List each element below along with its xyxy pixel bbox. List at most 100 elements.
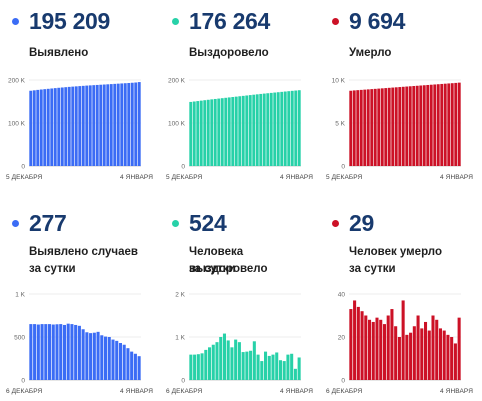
recovered-bar — [255, 94, 259, 166]
detected-bar — [67, 86, 71, 166]
detected-bar — [39, 89, 43, 166]
deaths-dot-icon — [332, 18, 339, 25]
daily-deaths-bar — [397, 337, 401, 380]
deaths-bar — [398, 87, 402, 166]
daily-recovered-bar — [234, 339, 238, 380]
recovered-bar — [220, 98, 224, 166]
deaths-bar — [405, 86, 409, 166]
daily-deaths-bar — [453, 343, 457, 380]
deaths-bar — [377, 88, 381, 166]
daily-detected-bar — [59, 324, 63, 380]
daily-recovered-bar — [245, 351, 249, 380]
recovered-total-label: Выздоровело — [189, 47, 269, 59]
recovered-bar — [248, 95, 252, 166]
detected-total-label: Выявлено — [29, 47, 89, 59]
daily-detected-bar — [85, 332, 89, 380]
daily-deaths-dot-icon — [332, 220, 339, 227]
daily-recovered-bar — [237, 342, 241, 380]
daily-recovered-chart: 0 1 K 2 K 6 ДЕКАБРЯ 4 ЯНВАРЯ — [166, 291, 313, 395]
daily-deaths-bar — [394, 326, 398, 380]
daily-deaths-label-line2: за сутки — [349, 263, 396, 275]
daily-recovered-bar — [196, 354, 200, 380]
recovered-bar — [203, 100, 207, 166]
daily-recovered-bar — [226, 340, 230, 380]
daily-deaths-bar — [412, 326, 416, 380]
daily-recovered-y-tick-label: 2 K — [175, 291, 185, 298]
daily-deaths-bar — [457, 317, 461, 380]
daily-recovered-bar — [290, 353, 294, 380]
daily-deaths-chart: 0 20 40 6 ДЕКАБРЯ 4 ЯНВАРЯ — [326, 291, 473, 395]
detected-bar — [53, 88, 57, 166]
daily-recovered-label-line2: за сутки — [189, 263, 236, 275]
daily-detected-label-line1: Выявлено случаев — [29, 246, 138, 258]
daily-deaths-bar — [420, 328, 424, 380]
recovered-x-end-label: 4 ЯНВАРЯ — [280, 174, 313, 181]
daily-deaths-bar — [379, 319, 383, 380]
daily-recovered-bar — [249, 350, 253, 380]
deaths-bar — [440, 83, 444, 166]
recovered-y-tick-label: 0 — [181, 163, 185, 170]
detected-dot-icon — [12, 18, 19, 25]
daily-recovered-bar — [260, 361, 264, 380]
recovered-bar — [192, 101, 196, 166]
daily-deaths-label-line1: Человек умерло — [349, 246, 442, 258]
daily-recovered-dot-icon — [172, 220, 179, 227]
daily-deaths-bar — [405, 334, 409, 380]
deaths-bar — [373, 88, 377, 166]
recovered-bar — [262, 93, 266, 166]
recovered-bar — [196, 101, 200, 166]
recovered-bar — [273, 92, 277, 166]
detected-bar — [32, 90, 36, 166]
daily-detected-bar — [89, 333, 93, 380]
daily-deaths-bar — [390, 309, 394, 380]
daily-recovered-bar — [278, 360, 282, 380]
recovered-bar — [259, 93, 263, 166]
daily-detected-bar — [29, 324, 33, 380]
daily-detected-bar — [36, 324, 40, 380]
detected-bar — [71, 86, 75, 166]
detected-bar — [109, 84, 113, 166]
daily-recovered-bar — [275, 352, 279, 380]
recovered-bar — [252, 94, 256, 166]
deaths-bar — [408, 86, 412, 166]
deaths-bar — [412, 86, 416, 166]
daily-detected-bar — [40, 324, 44, 380]
daily-recovered-bar — [293, 368, 297, 380]
detected-x-start-label: 5 ДЕКАБРЯ — [6, 174, 43, 181]
deaths-bar — [447, 83, 451, 166]
daily-recovered-bar — [297, 357, 301, 380]
detected-bar — [120, 83, 124, 166]
daily-deaths-bar — [360, 311, 364, 380]
detected-bar — [57, 87, 61, 166]
daily-recovered-bar — [267, 355, 271, 380]
deaths-bar — [380, 88, 384, 166]
detected-bar — [92, 85, 96, 166]
daily-detected-x-end-label: 4 ЯНВАРЯ — [120, 388, 153, 395]
detected-bar — [123, 83, 127, 166]
daily-deaths-bar — [368, 319, 372, 380]
detected-bar — [127, 83, 131, 166]
daily-deaths-y-tick-label: 20 — [338, 334, 346, 341]
deaths-bar — [450, 83, 454, 166]
daily-detected-bar — [66, 323, 70, 380]
deaths-bar — [426, 84, 430, 166]
deaths-bar — [419, 85, 423, 166]
deaths-x-end-label: 4 ЯНВАРЯ — [440, 174, 473, 181]
daily-detected-bar — [96, 331, 100, 380]
daily-detected-bar — [74, 324, 78, 380]
daily-deaths-x-start-label: 6 ДЕКАБРЯ — [326, 388, 363, 395]
deaths-x-start-label: 5 ДЕКАБРЯ — [326, 174, 363, 181]
recovered-bar — [227, 97, 231, 166]
deaths-bar — [366, 89, 370, 166]
daily-recovered-bar — [189, 354, 193, 380]
detected-y-tick-label: 200 K — [8, 77, 26, 84]
detected-y-tick-label: 0 — [21, 163, 25, 170]
detected-bar — [95, 84, 99, 166]
deaths-bar — [352, 90, 356, 166]
recovered-bar — [210, 99, 214, 166]
recovered-y-tick-label: 100 K — [168, 120, 186, 127]
daily-detected-bar — [77, 325, 81, 380]
deaths-total-value: 9 694 — [349, 8, 406, 34]
daily-deaths-bar — [356, 306, 360, 380]
detected-bar — [102, 84, 106, 166]
